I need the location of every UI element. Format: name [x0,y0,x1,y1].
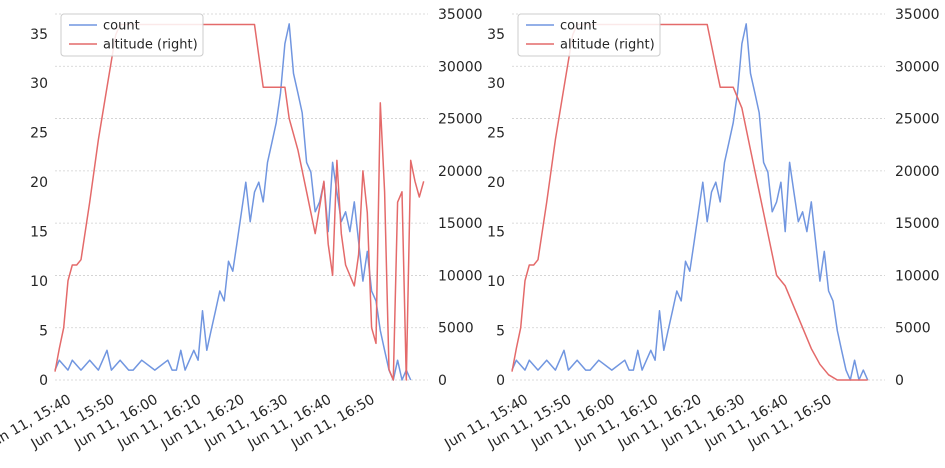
y-left-tick-label: 25 [30,126,48,142]
y-left-tick-label: 10 [30,274,48,290]
y-right-tick-label: 15000 [438,216,483,232]
legend-label: altitude (right) [103,38,198,53]
y-right-tick-label: 35000 [438,7,483,23]
y-right-tick-label: 20000 [438,164,483,180]
y-right-tick-label: 30000 [895,59,940,75]
panel-left: 0 5 10 15 20 25 30 35 0 5000 10000 15000 20000 25000 3… [0,7,483,453]
y-left-tick-label: 5 [39,324,48,340]
y-left-tick-label: 35 [487,27,505,43]
legend-label: count [103,19,140,34]
legend-label: count [560,19,597,34]
y-left-tick-label: 0 [39,373,48,389]
y-right-tick-label: 0 [895,373,904,389]
y-right-tick-label: 5000 [895,321,931,337]
legend-label: altitude (right) [560,38,655,53]
y-right-tick-label: 5000 [438,321,474,337]
series-line-altitude [54,23,425,381]
y-right-tick-label: 10000 [438,268,483,284]
legend: count altitude (right) [60,13,204,57]
y-right-tick-label: 25000 [438,112,483,128]
legend: count altitude (right) [517,13,661,57]
y-right-tick-label: 20000 [895,164,940,180]
y-left-tick-label: 10 [487,274,505,290]
y-right-tick-label: 15000 [895,216,940,232]
y-right-tick-label: 35000 [895,7,940,23]
y-right-tick-label: 25000 [895,112,940,128]
y-left-tick-label: 35 [30,27,48,43]
panel-right: 0 5 10 15 20 25 30 35 0 5000 10000 15000 20000 25000 3… [441,7,939,453]
y-left-tick-label: 5 [496,324,505,340]
y-left-tick-label: 0 [496,373,505,389]
y-left-tick-label: 15 [487,225,505,241]
y-left-tick-label: 15 [30,225,48,241]
y-left-tick-label: 20 [487,175,505,191]
y-left-tick-label: 30 [487,76,505,92]
y-left-tick-label: 20 [30,175,48,191]
y-left-tick-label: 25 [487,126,505,142]
series-line-count [511,23,869,381]
series-line-altitude [511,23,868,381]
y-right-tick-label: 30000 [438,59,483,75]
y-right-tick-label: 10000 [895,268,940,284]
series-line-count [54,23,412,381]
y-left-tick-label: 30 [30,76,48,92]
y-right-tick-label: 0 [438,373,447,389]
